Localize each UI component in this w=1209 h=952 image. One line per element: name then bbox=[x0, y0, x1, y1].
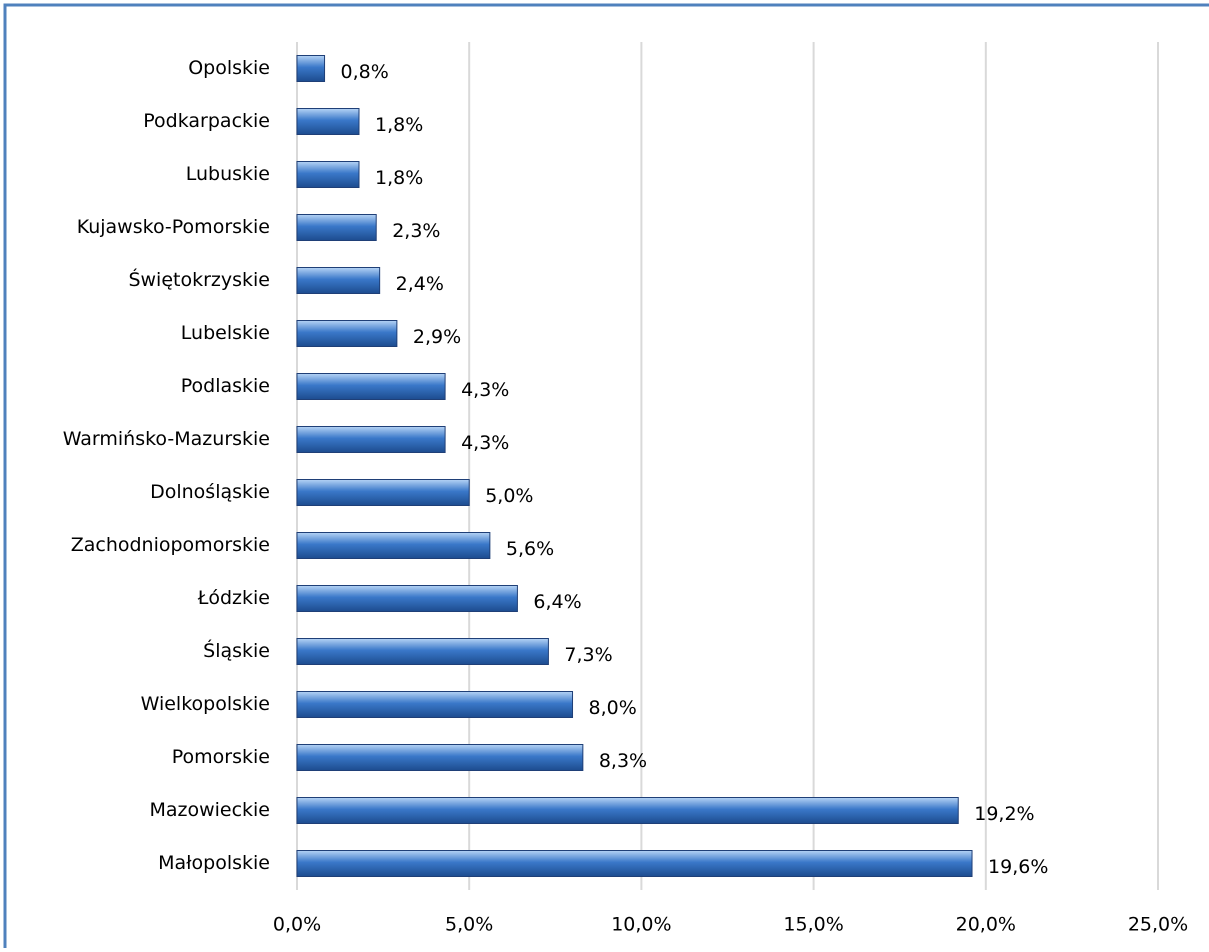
value-label: 6,4% bbox=[533, 591, 581, 613]
value-label: 5,6% bbox=[506, 538, 554, 560]
value-label: 4,3% bbox=[461, 379, 509, 401]
x-tick-label: 10,0% bbox=[611, 914, 671, 936]
value-label: 8,0% bbox=[589, 697, 637, 719]
x-tick-label: 5,0% bbox=[445, 914, 493, 936]
value-label: 19,2% bbox=[974, 803, 1034, 825]
y-tick-label: Kujawsko-Pomorskie bbox=[77, 216, 270, 238]
y-tick-label: Świętokrzyskie bbox=[128, 267, 270, 291]
y-tick-label: Lubelskie bbox=[181, 322, 270, 344]
x-tick-label: 15,0% bbox=[783, 914, 843, 936]
value-label: 19,6% bbox=[988, 856, 1048, 878]
y-tick-label: Śląskie bbox=[203, 638, 270, 662]
y-tick-label: Lubuskie bbox=[186, 163, 270, 185]
value-label: 1,8% bbox=[375, 167, 423, 189]
y-tick-label: Podlaskie bbox=[181, 375, 270, 397]
y-tick-label: Łódzkie bbox=[197, 587, 270, 609]
value-label: 1,8% bbox=[375, 114, 423, 136]
bar bbox=[296, 479, 470, 506]
bar bbox=[296, 532, 491, 559]
y-tick-label: Wielkopolskie bbox=[141, 693, 270, 715]
bar bbox=[296, 585, 518, 612]
bar bbox=[296, 426, 446, 453]
x-tick-label: 0,0% bbox=[273, 914, 321, 936]
value-label: 0,8% bbox=[341, 61, 389, 83]
bar bbox=[296, 691, 574, 718]
bar bbox=[296, 267, 381, 294]
value-label: 5,0% bbox=[485, 485, 533, 507]
value-label: 8,3% bbox=[599, 750, 647, 772]
bar bbox=[296, 373, 446, 400]
value-label: 7,3% bbox=[564, 644, 612, 666]
bar bbox=[296, 320, 398, 347]
bar bbox=[296, 214, 377, 241]
x-tick-label: 20,0% bbox=[956, 914, 1016, 936]
y-tick-label: Opolskie bbox=[188, 57, 270, 79]
y-tick-label: Pomorskie bbox=[172, 746, 270, 768]
y-tick-label: Zachodniopomorskie bbox=[71, 534, 270, 556]
y-tick-label: Podkarpackie bbox=[143, 110, 270, 132]
bar bbox=[296, 108, 360, 135]
y-tick-label: Warmińsko-Mazurskie bbox=[63, 428, 270, 450]
y-tick-label: Małopolskie bbox=[158, 852, 270, 874]
frame bbox=[3, 3, 1209, 952]
y-tick-label: Mazowieckie bbox=[149, 799, 270, 821]
value-label: 2,4% bbox=[396, 273, 444, 295]
bar bbox=[296, 850, 973, 877]
bar bbox=[296, 638, 549, 665]
value-label: 4,3% bbox=[461, 432, 509, 454]
bar bbox=[296, 797, 959, 824]
x-tick-label: 25,0% bbox=[1128, 914, 1188, 936]
bar bbox=[296, 55, 326, 82]
y-tick-label: Dolnośląskie bbox=[150, 481, 270, 503]
bar bbox=[296, 161, 360, 188]
bar bbox=[296, 744, 584, 771]
value-label: 2,3% bbox=[392, 220, 440, 242]
value-label: 2,9% bbox=[413, 326, 461, 348]
